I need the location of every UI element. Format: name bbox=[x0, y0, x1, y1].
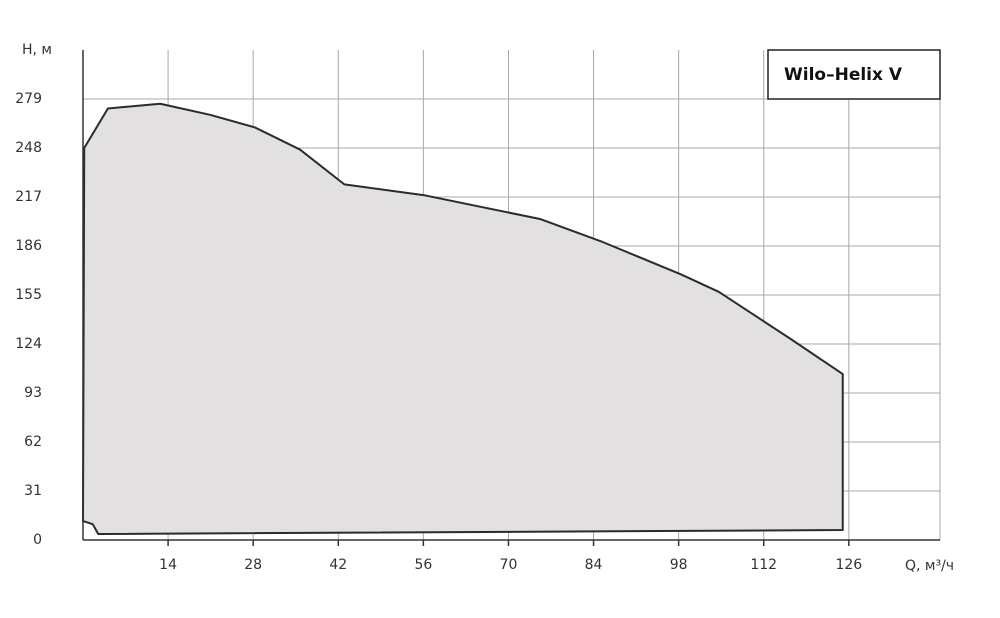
y-tick-label: 62 bbox=[24, 434, 42, 450]
y-axis-label: H, м bbox=[22, 42, 52, 58]
x-axis-label: Q, м³/ч bbox=[905, 558, 954, 574]
x-tick-label: 56 bbox=[414, 557, 432, 573]
y-tick-label: 155 bbox=[15, 287, 42, 303]
y-tick-label: 31 bbox=[24, 483, 42, 499]
x-tick-label: 112 bbox=[750, 557, 777, 573]
x-tick-label: 70 bbox=[500, 557, 518, 573]
x-tick-label: 14 bbox=[159, 557, 177, 573]
x-tick-label: 84 bbox=[585, 557, 603, 573]
envelope-area bbox=[82, 102, 844, 535]
y-tick-label: 93 bbox=[24, 385, 42, 401]
title-box bbox=[767, 49, 941, 100]
y-tick-label: 124 bbox=[15, 336, 42, 352]
x-tick-label: 98 bbox=[670, 557, 688, 573]
x-tick-label: 126 bbox=[835, 557, 862, 573]
y-tick-label: 279 bbox=[15, 91, 42, 107]
y-tick-label: 217 bbox=[15, 189, 42, 205]
x-tick-label: 28 bbox=[244, 557, 262, 573]
x-tick-label: 42 bbox=[329, 557, 347, 573]
y-tick-label: 0 bbox=[33, 532, 42, 548]
y-tick-label: 248 bbox=[15, 140, 42, 156]
chart-title: Wilo–Helix V bbox=[784, 65, 903, 85]
y-tick-label: 186 bbox=[15, 238, 42, 254]
